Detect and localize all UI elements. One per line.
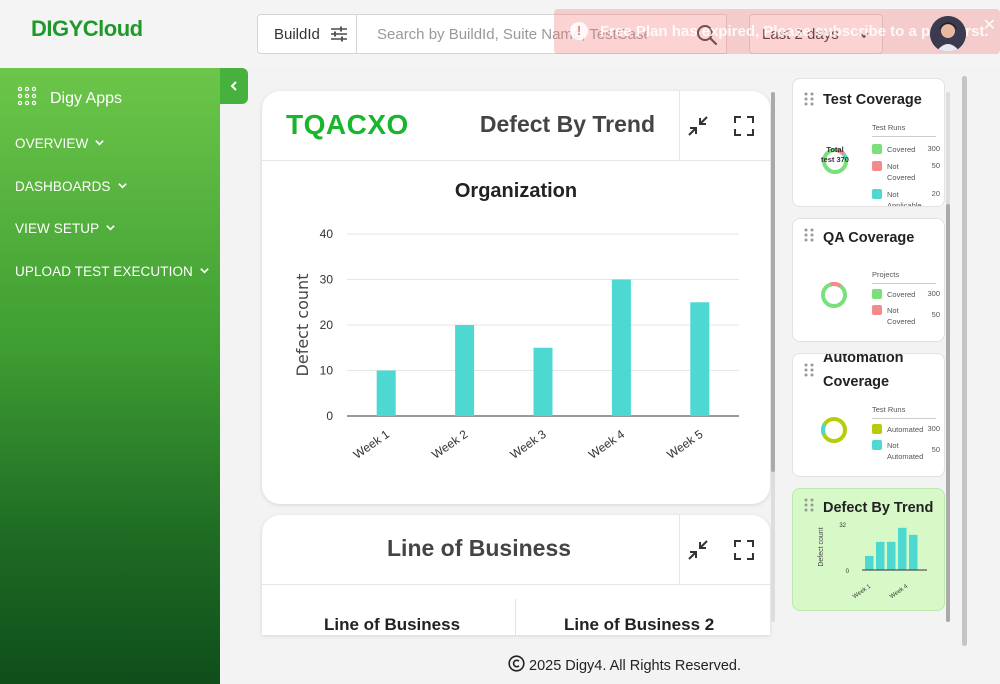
sidebar-item-upload-test-execution[interactable]: UPLOAD TEST EXECUTION (15, 264, 210, 279)
automation-coverage-donut (821, 417, 847, 443)
mini-x-label: Week 4 (889, 583, 910, 600)
search-icon[interactable] (696, 24, 718, 50)
line-of-business-widget: Line of Business Line of Business Line o… (262, 515, 770, 635)
footer: 2025 Digy4. All Rights Reserved. (508, 655, 741, 676)
close-icon[interactable]: ✕ (982, 17, 996, 34)
chevron-down-icon (105, 221, 116, 236)
chevron-down-icon (199, 264, 210, 279)
sidebar-item-overview[interactable]: OVERVIEW (15, 136, 105, 151)
digycloud-logo[interactable]: DIGYCloud (31, 16, 143, 41)
sub-chart-title-left: Line of Business (324, 615, 461, 634)
widget-title: Line of Business (387, 535, 572, 561)
bar (690, 302, 710, 416)
sub-chart-title-right: Line of Business 2 (564, 615, 715, 634)
chevron-down-icon (94, 136, 105, 151)
x-tick-label: Week 4 (586, 427, 627, 462)
search-input[interactable] (357, 15, 647, 53)
filter-type-button[interactable]: BuildId (257, 14, 357, 54)
mini-y-axis-label: Defect count (818, 527, 825, 566)
card-title: Automation Coverage (823, 353, 904, 390)
date-range-select[interactable]: Last 2 days (749, 14, 883, 54)
footer-text: 2025 Digy4. All Rights Reserved. (529, 657, 741, 674)
y-tick-label: 10 (320, 364, 334, 378)
digy-apps-label: Digy Apps (50, 89, 123, 107)
legend-row: Not Automated 50 (872, 440, 940, 462)
mini-bar (865, 555, 874, 570)
apps-grid-icon (17, 86, 37, 111)
chevron-down-icon (858, 28, 870, 45)
mini-defect-chart: 32 0 Defect count Week 1 Week 4 (818, 523, 927, 600)
y-axis-label: Defect count (293, 274, 312, 377)
filter-type-label: BuildId (274, 25, 320, 43)
toast-message: Free Plan has expired, Please subscribe … (600, 23, 989, 40)
legend-row: Not Applicable 20 (872, 189, 940, 206)
main-scrollbar[interactable] (771, 92, 775, 622)
legend-row: Not Covered 50 (872, 161, 940, 183)
user-avatar[interactable] (930, 16, 966, 52)
legend-row: Not Covered 50 (872, 305, 940, 327)
top-header: DIGYCloud BuildId Last 2 days ! Free Pla… (0, 0, 1000, 68)
project-code: TQACXO (286, 109, 409, 140)
y-tick-label: 0 (326, 409, 333, 423)
alert-icon: ! (570, 22, 588, 40)
card-defect-by-trend[interactable]: Defect By Trend 32 0 Defect count Week 1 Wee… (792, 488, 945, 611)
card-automation-coverage[interactable]: Automation Coverage Test Runs Automated 3… (792, 353, 945, 477)
search-box (357, 14, 727, 54)
defect-trend-widget: TQACXO Defect By Trend Organization 0 10 2… (262, 91, 770, 504)
y-tick-label: 30 (320, 273, 334, 287)
card-title: QA Coverage (823, 230, 915, 246)
x-tick-label: Week 2 (429, 427, 470, 462)
x-tick-label: Week 3 (508, 427, 549, 462)
minimize-icon[interactable] (687, 539, 709, 565)
donut-center-label: Total test 370 (821, 145, 849, 164)
drag-handle-icon[interactable] (804, 91, 814, 110)
chevron-left-icon (229, 77, 239, 96)
mini-y-bottom-label: 0 (846, 569, 850, 575)
bar (376, 370, 396, 416)
y-tick-label: 20 (320, 318, 334, 332)
fullscreen-icon[interactable] (733, 539, 755, 565)
plan-expired-toast: ! Free Plan has expired, Please subscrib… (554, 9, 1000, 54)
minimize-icon[interactable] (687, 115, 709, 141)
date-range-value: Last 2 days (762, 25, 839, 43)
x-tick-label: Week 1 (351, 427, 392, 462)
widget-header: Line of Business (262, 515, 770, 585)
copyright-icon (508, 655, 525, 676)
cards-scrollbar[interactable] (946, 92, 950, 622)
digy-apps-menu[interactable]: Digy Apps (17, 86, 122, 111)
tune-icon (330, 26, 348, 46)
widget-header: TQACXO Defect By Trend (262, 91, 770, 161)
sidebar-item-dashboards[interactable]: DASHBOARDS (15, 179, 128, 194)
qa-coverage-donut (821, 282, 847, 308)
x-tick-label: Week 5 (664, 427, 705, 462)
chart-title: Organization (454, 180, 578, 202)
bar (455, 325, 475, 416)
page-scrollbar[interactable] (962, 76, 967, 646)
sidebar-item-view-setup[interactable]: VIEW SETUP (15, 221, 116, 236)
mini-bar (909, 534, 918, 570)
mini-y-top-label: 32 (839, 523, 846, 529)
sidebar: Digy Apps OVERVIEW DASHBOARDS VIEW SETUP… (0, 68, 220, 684)
mini-bar (876, 541, 885, 570)
test-coverage-donut (822, 148, 848, 174)
mini-x-label: Week 1 (852, 583, 873, 600)
drag-handle-icon[interactable] (804, 362, 814, 381)
card-title: Test Coverage (823, 92, 922, 108)
y-tick-label: 40 (320, 227, 334, 241)
drag-handle-icon[interactable] (804, 227, 814, 246)
sidebar-collapse-button[interactable] (220, 68, 248, 104)
mini-bar (887, 541, 896, 570)
bar (533, 347, 553, 416)
mini-bar (898, 527, 907, 570)
defect-bar-chart: 0 10 20 30 40 Week 1 Week 2 Week 3 Week 4 Week 5 D… (293, 227, 739, 462)
bar (611, 279, 631, 416)
fullscreen-icon[interactable] (733, 115, 755, 141)
card-qa-coverage[interactable]: QA Coverage Projects Covered 300 Not Cove… (792, 218, 945, 342)
widget-title: Defect By Trend (479, 111, 655, 137)
chevron-down-icon (117, 179, 128, 194)
drag-handle-icon[interactable] (804, 497, 814, 516)
card-title: Defect By Trend (823, 500, 934, 516)
card-test-coverage[interactable]: Test Coverage Total test 370 Test Runs C… (792, 78, 945, 207)
